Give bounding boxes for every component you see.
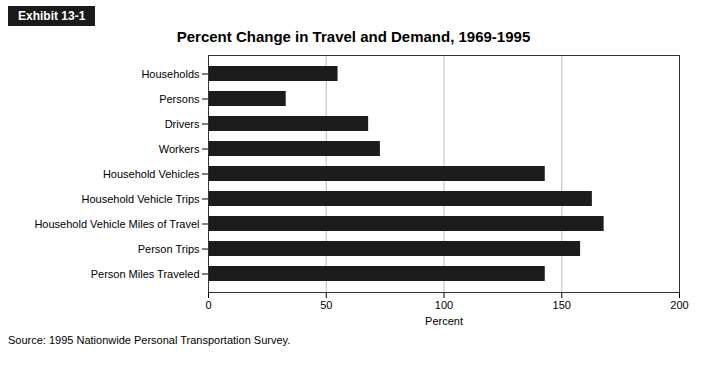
svg-text:Households: Households [141, 68, 200, 80]
svg-text:Household Vehicle Miles of Tra: Household Vehicle Miles of Travel [34, 218, 199, 230]
svg-text:Household Vehicles: Household Vehicles [103, 168, 200, 180]
svg-text:100: 100 [435, 299, 453, 311]
svg-text:50: 50 [320, 299, 332, 311]
svg-text:Workers: Workers [159, 143, 200, 155]
svg-text:Drivers: Drivers [165, 118, 200, 130]
svg-text:150: 150 [553, 299, 571, 311]
html-text:Percent Change in Travel and D: Percent Change in Travel and Demand, 196… [176, 28, 531, 45]
svg-text:Person Miles Traveled: Person Miles Traveled [91, 268, 200, 280]
svg-text:Household Vehicle Trips: Household Vehicle Trips [81, 193, 200, 205]
svg-text:Persons: Persons [159, 93, 200, 105]
svg-text:0: 0 [205, 299, 211, 311]
html-text:Source: 1995 Nationwide Person: Source: 1995 Nationwide Personal Transpo… [8, 334, 291, 346]
html-text:Exhibit 13-1: Exhibit 13-1 [18, 9, 86, 23]
svg-text:Percent: Percent [425, 315, 463, 327]
svg-text:Person Trips: Person Trips [138, 243, 200, 255]
svg-text:200: 200 [670, 299, 688, 311]
